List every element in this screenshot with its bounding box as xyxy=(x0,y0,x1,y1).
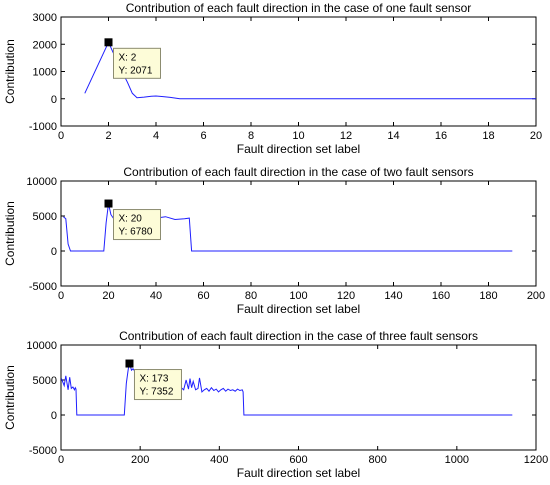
datatip-marker xyxy=(125,359,134,368)
y-tick-label: 5000 xyxy=(33,375,57,387)
x-tick-label: 1000 xyxy=(445,454,469,466)
x-tick-label: 8 xyxy=(248,130,254,142)
datatip-x-text: X: 20 xyxy=(119,214,143,225)
datatip-y-text: Y: 7352 xyxy=(139,387,173,398)
x-tick-label: 1200 xyxy=(524,454,548,466)
x-axis-label: Fault direction set label xyxy=(237,302,360,316)
y-tick-label: 2000 xyxy=(33,39,57,51)
x-tick-label: 0 xyxy=(58,130,64,142)
series-line xyxy=(84,41,536,100)
chart-title: Contribution of each fault direction in … xyxy=(126,1,472,15)
x-tick-label: 0 xyxy=(58,290,64,302)
x-tick-label: 140 xyxy=(384,290,402,302)
chart-2: Contribution of each fault direction in … xyxy=(3,165,545,316)
y-tick-label: 10000 xyxy=(26,340,57,352)
y-axis-label: Contribution xyxy=(3,365,17,430)
x-tick-label: 12 xyxy=(340,130,352,142)
x-tick-label: 180 xyxy=(479,290,497,302)
chart-1: Contribution of each fault direction in … xyxy=(3,1,542,156)
x-tick-label: 6 xyxy=(200,130,206,142)
y-tick-label: -5000 xyxy=(29,445,57,457)
y-tick-label: 0 xyxy=(51,410,57,422)
y-tick-label: 10000 xyxy=(26,176,57,188)
x-tick-label: 2 xyxy=(105,130,111,142)
chart-title: Contribution of each fault direction in … xyxy=(119,329,478,343)
y-tick-label: 1000 xyxy=(33,67,57,79)
datatip-box xyxy=(113,47,161,79)
x-tick-label: 80 xyxy=(245,290,257,302)
x-axis-label: Fault direction set label xyxy=(237,466,360,480)
datatip-y-text: Y: 2071 xyxy=(119,65,153,76)
x-tick-label: 20 xyxy=(102,290,114,302)
x-tick-label: 10 xyxy=(292,130,304,142)
datatip-box xyxy=(133,369,182,401)
y-tick-label: 3000 xyxy=(33,12,57,24)
series-line xyxy=(60,361,513,416)
y-axis-label: Contribution xyxy=(3,201,17,266)
y-tick-label: 5000 xyxy=(33,211,57,223)
y-tick-label: -1000 xyxy=(29,121,57,133)
x-tick-label: 200 xyxy=(527,290,545,302)
chart-title: Contribution of each fault direction in … xyxy=(123,165,473,179)
datatip-x-text: X: 2 xyxy=(119,52,137,63)
y-tick-label: 0 xyxy=(51,94,57,106)
x-tick-label: 14 xyxy=(387,130,399,142)
x-tick-label: 160 xyxy=(432,290,450,302)
x-tick-label: 40 xyxy=(150,290,162,302)
x-axis-label: Fault direction set label xyxy=(237,142,360,156)
datatip-marker xyxy=(104,38,113,47)
x-tick-label: 200 xyxy=(131,454,149,466)
x-tick-label: 100 xyxy=(289,290,307,302)
x-tick-label: 4 xyxy=(153,130,159,142)
datatip-x-text: X: 173 xyxy=(139,374,168,385)
x-tick-label: 800 xyxy=(368,454,386,466)
x-tick-label: 600 xyxy=(289,454,307,466)
x-tick-label: 0 xyxy=(58,454,64,466)
x-tick-label: 120 xyxy=(337,290,355,302)
x-tick-label: 60 xyxy=(197,290,209,302)
x-tick-label: 18 xyxy=(482,130,494,142)
y-tick-label: -5000 xyxy=(29,281,57,293)
x-tick-label: 400 xyxy=(210,454,228,466)
y-tick-label: 0 xyxy=(51,246,57,258)
datatip-marker xyxy=(104,199,113,208)
chart-3: Contribution of each fault direction in … xyxy=(3,329,548,480)
x-tick-label: 16 xyxy=(435,130,447,142)
y-axis-label: Contribution xyxy=(3,39,17,104)
datatip-box xyxy=(113,209,161,241)
x-tick-label: 20 xyxy=(530,130,542,142)
datatip-y-text: Y: 6780 xyxy=(119,227,153,238)
